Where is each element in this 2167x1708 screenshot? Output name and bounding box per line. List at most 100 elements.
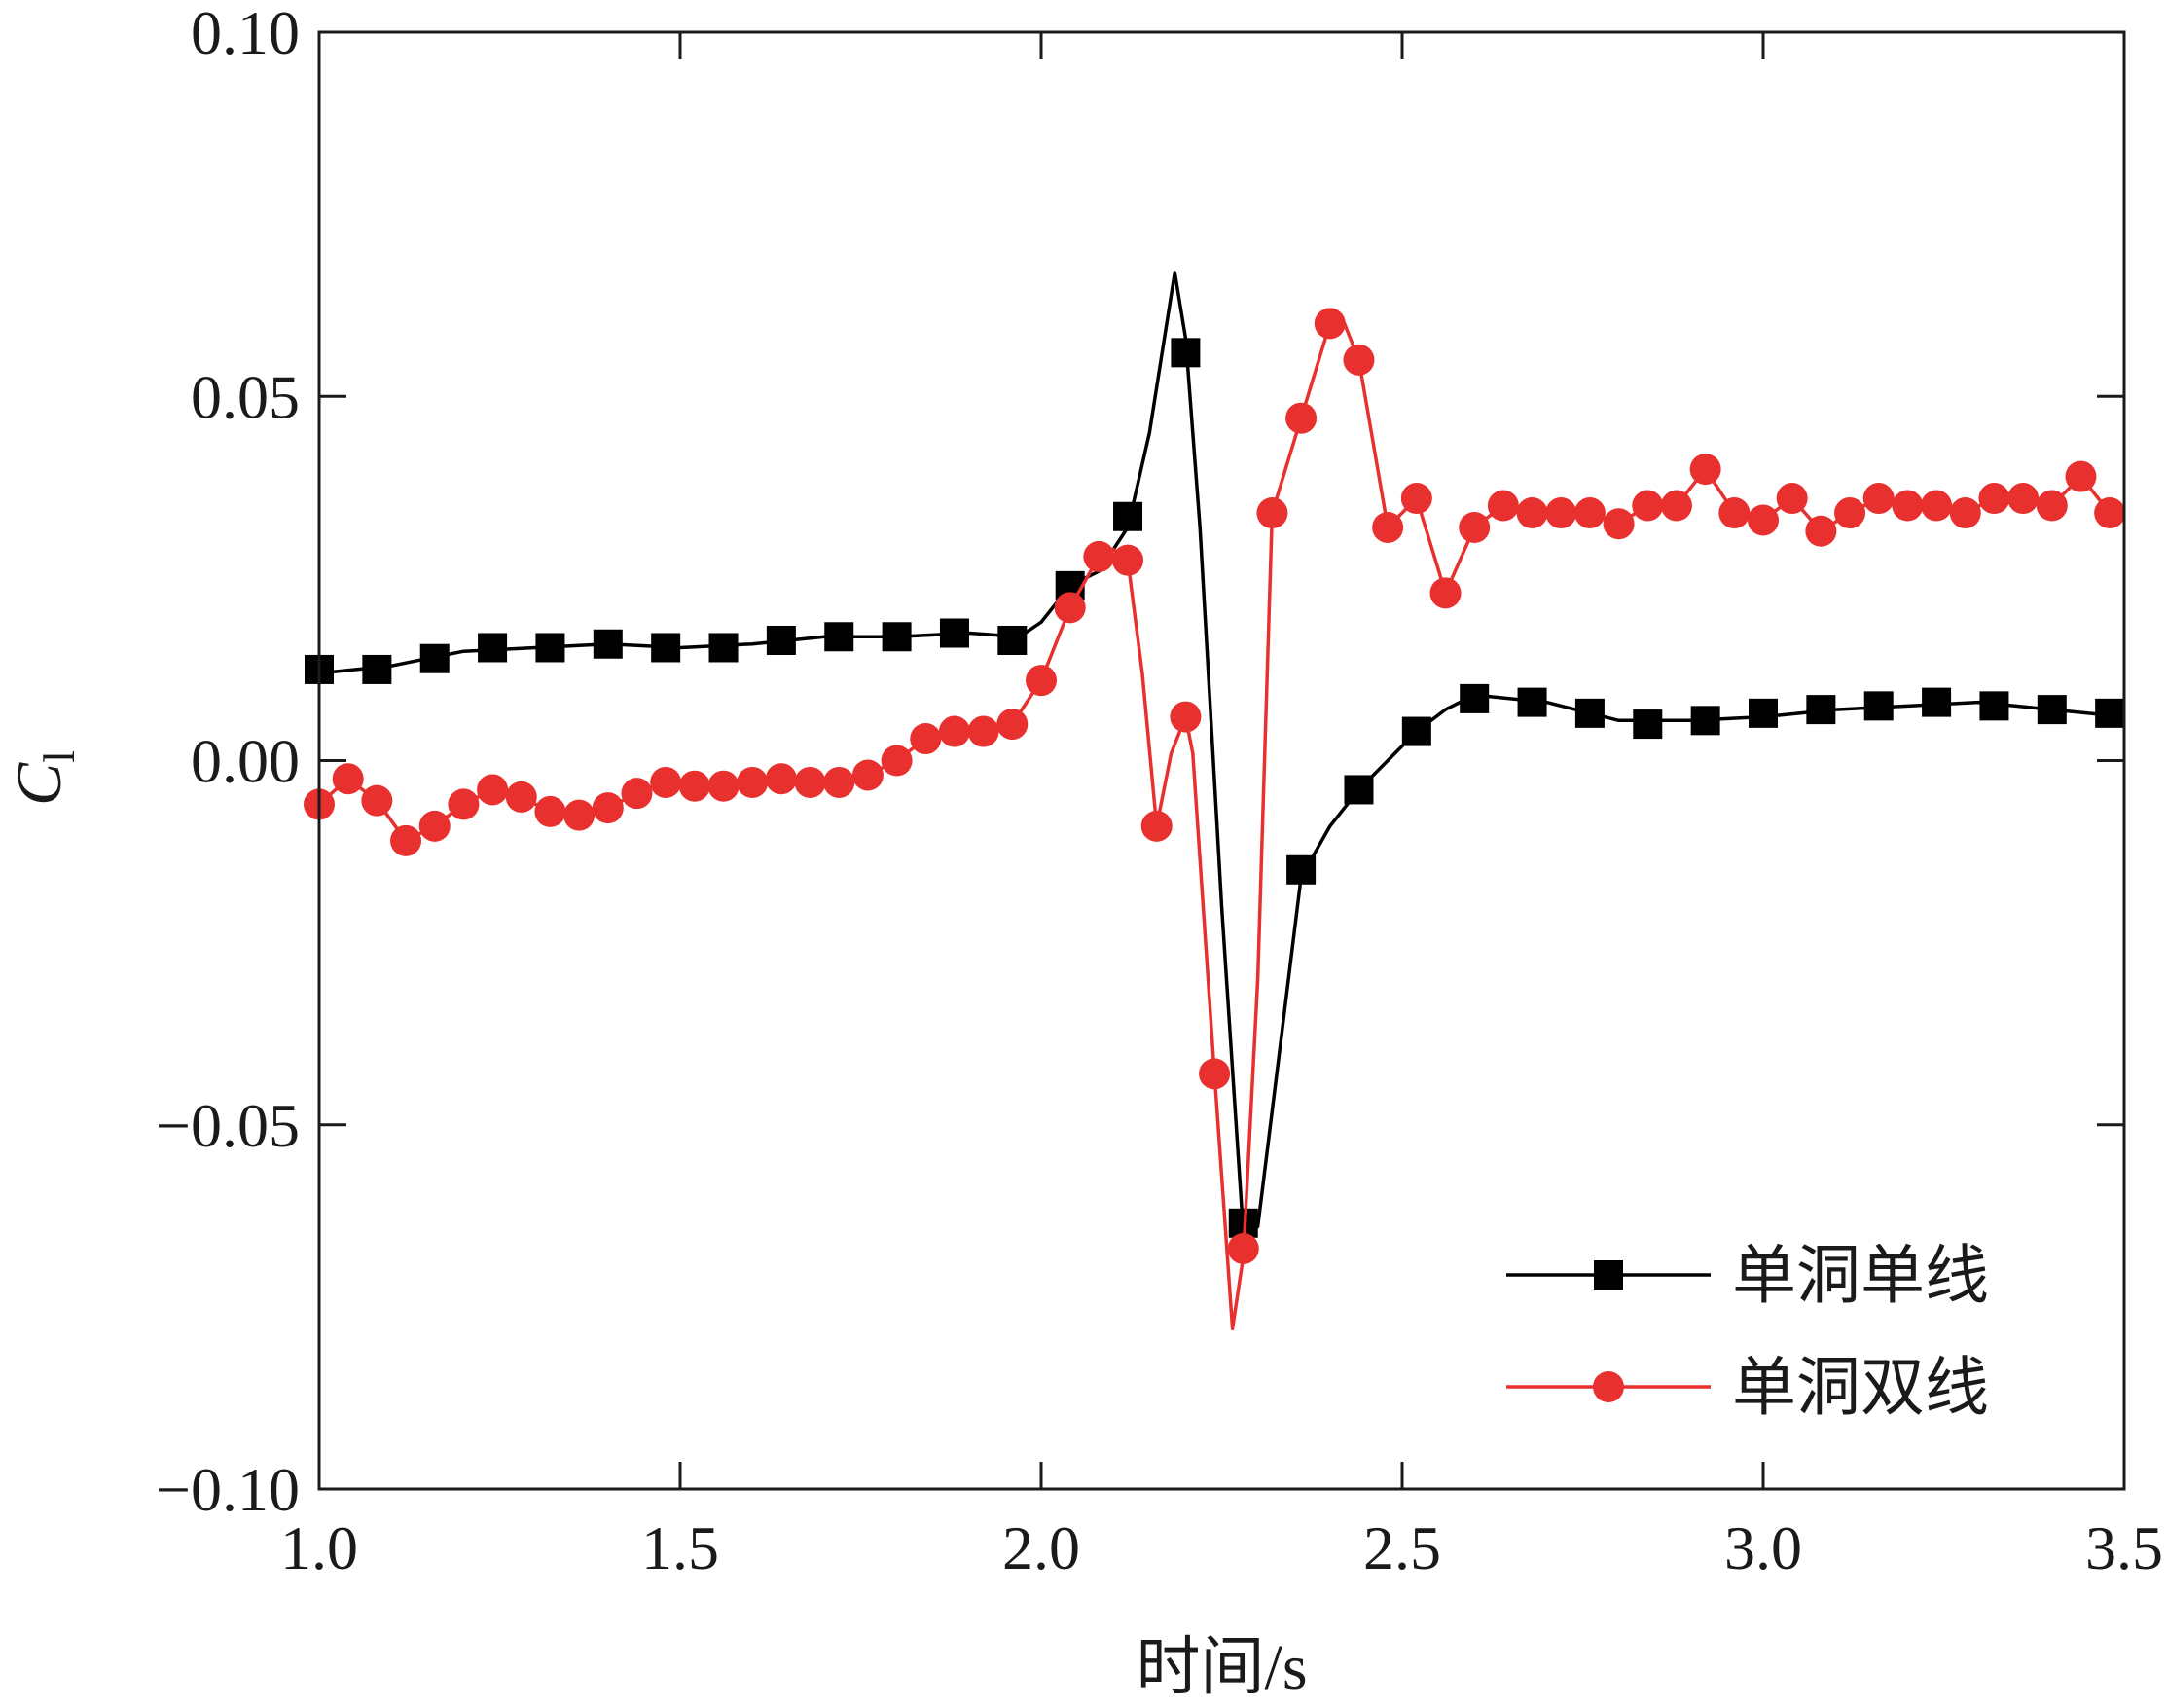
x-tick-label: 1.0 (280, 1513, 358, 1582)
data-point (1054, 592, 1086, 624)
data-point (1922, 687, 1952, 717)
data-point (765, 763, 797, 795)
legend-marker (1594, 1260, 1623, 1290)
data-point (938, 715, 970, 747)
data-point (2007, 483, 2040, 515)
data-point (1171, 338, 1201, 368)
data-point (1545, 497, 1577, 529)
x-tick-label: 3.0 (1724, 1513, 1802, 1582)
data-point (1113, 501, 1143, 531)
data-point (1632, 490, 1664, 522)
data-point (1690, 706, 1720, 736)
data-point (1834, 497, 1866, 529)
data-point (1573, 497, 1606, 529)
data-point (851, 759, 884, 791)
data-point (361, 784, 393, 817)
data-point (1400, 483, 1432, 515)
data-point (824, 622, 854, 652)
data-point (2036, 490, 2068, 522)
ticks-layer (317, 30, 2126, 1491)
y-tick-label: 0.10 (191, 0, 300, 67)
data-point (2037, 695, 2067, 725)
data-point (1921, 490, 1953, 522)
data-point (737, 766, 769, 798)
x-tick-label: 2.0 (1002, 1513, 1080, 1582)
data-point (593, 629, 623, 659)
data-point (1806, 695, 1836, 725)
data-point (505, 781, 537, 813)
data-point (1603, 508, 1635, 540)
legend-label: 单洞双线 (1732, 1353, 1989, 1424)
data-point (881, 745, 913, 777)
data-point (1689, 454, 1721, 486)
data-point (448, 788, 480, 820)
data-point (794, 766, 826, 798)
data-point (1140, 810, 1173, 842)
data-point (1372, 511, 1404, 543)
data-point (2065, 460, 2097, 492)
labels-layer: 1.0 1.5 2.0 2.5 3.0 3.5 −0.10 −0.05 0.00 0.05 0.10 (156, 0, 2163, 1582)
data-point (939, 618, 969, 648)
data-point (1083, 540, 1115, 572)
data-point (563, 799, 596, 831)
data-point (1112, 544, 1144, 576)
data-point (997, 625, 1028, 655)
data-point (419, 643, 450, 673)
data-point (2095, 698, 2125, 728)
data-point (967, 715, 999, 747)
x-tick-label: 1.5 (641, 1513, 719, 1582)
data-point (1748, 504, 1779, 536)
data-point (1459, 511, 1491, 543)
data-point (621, 778, 653, 810)
data-point (534, 795, 566, 827)
data-point (1949, 497, 1981, 529)
data-point (1343, 344, 1375, 376)
data-point (1487, 490, 1519, 522)
legend-marker (1593, 1371, 1624, 1402)
series-layer (304, 271, 2126, 1331)
data-point (1718, 497, 1751, 529)
data-point (1170, 701, 1202, 733)
data-point (1633, 709, 1663, 740)
data-point (1660, 490, 1692, 522)
y-tick-label: 0.05 (191, 362, 300, 431)
data-point (1805, 515, 1837, 547)
data-point (1285, 402, 1318, 434)
data-point (678, 770, 710, 802)
data-point (2094, 497, 2126, 529)
y-axis-title-main: C (4, 762, 75, 806)
data-point (1979, 691, 2009, 721)
data-point (1429, 577, 1462, 609)
data-point (332, 763, 364, 795)
data-point (1026, 665, 1057, 697)
data-point (650, 766, 682, 798)
data-point (1199, 1058, 1231, 1090)
data-point (1862, 483, 1895, 515)
data-point (996, 709, 1029, 741)
x-tick-label: 2.5 (1363, 1513, 1441, 1582)
legend-item: 单洞双线 (1506, 1353, 1989, 1424)
series-1 (304, 308, 2126, 1331)
data-point (1516, 497, 1548, 529)
data-point (1517, 687, 1547, 717)
data-point (1460, 683, 1490, 713)
legend-item: 单洞单线 (1506, 1241, 1989, 1312)
x-tick-label: 3.5 (2085, 1513, 2163, 1582)
data-point (1574, 698, 1605, 728)
y-tick-label: −0.05 (156, 1091, 300, 1160)
data-point (1776, 483, 1808, 515)
y-axis-title-subscript: l (34, 750, 84, 763)
data-point (362, 654, 392, 684)
data-point (882, 622, 912, 652)
data-point (1344, 775, 1374, 805)
y-tick-label: −0.10 (156, 1455, 300, 1524)
data-point (1892, 490, 1924, 522)
data-point (1227, 1232, 1259, 1264)
data-point (1863, 691, 1894, 721)
data-point (535, 633, 565, 663)
data-point (592, 792, 624, 824)
data-point (1314, 308, 1346, 340)
